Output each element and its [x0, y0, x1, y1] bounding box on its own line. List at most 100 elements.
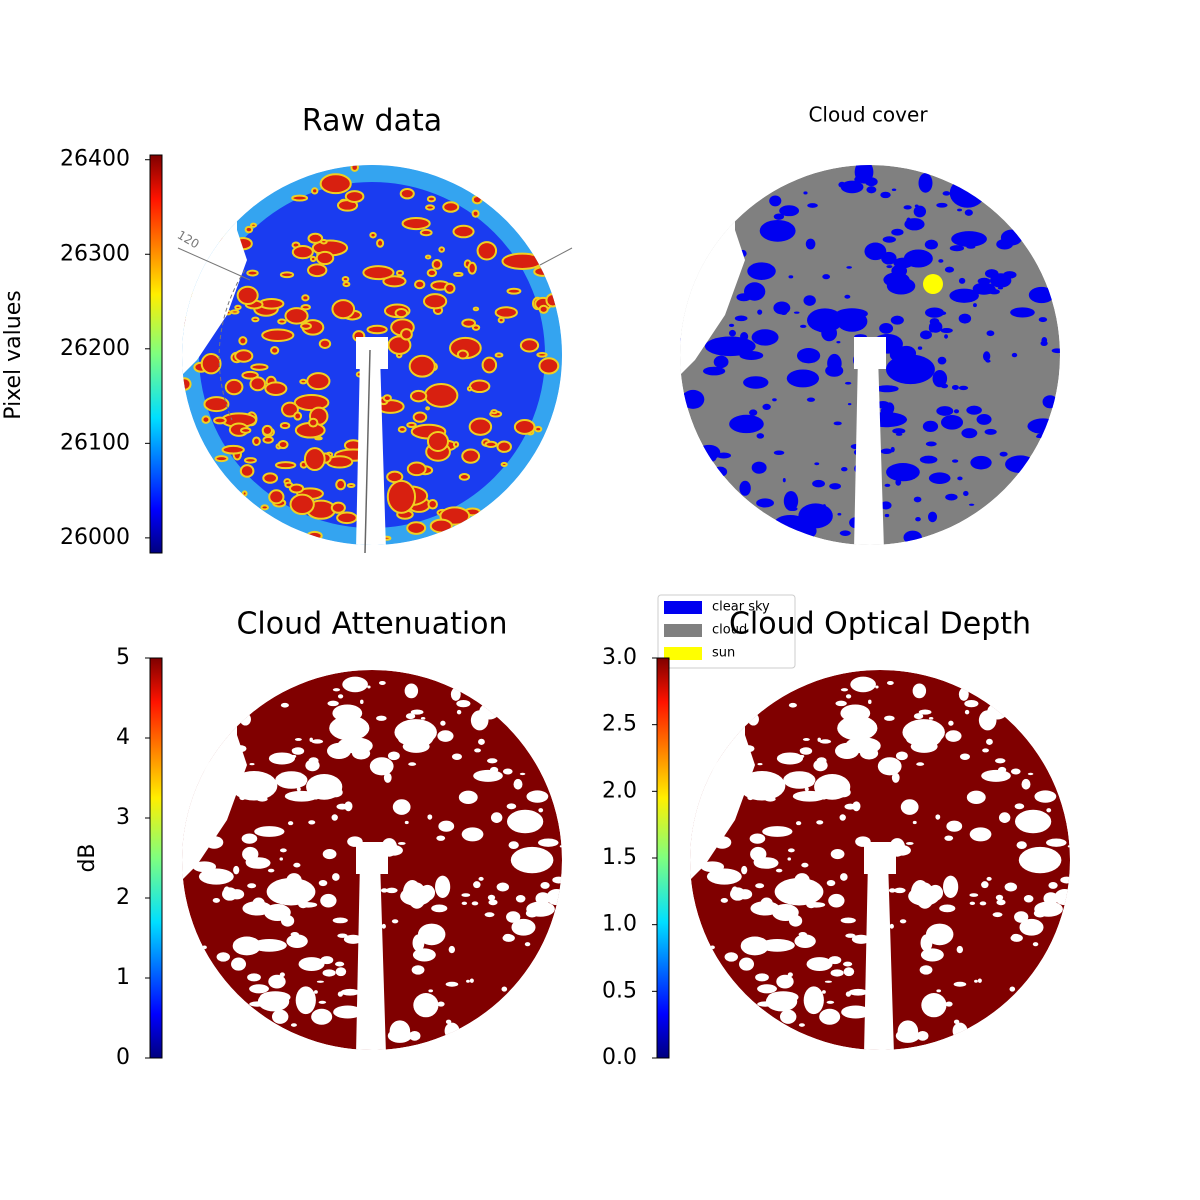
sky-blob [1027, 772, 1034, 776]
sky-blob [409, 389, 428, 403]
sky-blob [845, 991, 852, 997]
sky-blob [412, 948, 436, 962]
sky-blob [490, 409, 498, 415]
colorbar-tick-label: 2.0 [602, 778, 637, 803]
legend-label: clear sky [712, 600, 770, 615]
colorbar [149, 154, 163, 554]
sky-blob [456, 349, 469, 360]
sky-blob [471, 324, 481, 331]
sky-blob [762, 826, 793, 837]
sky-blob [484, 912, 495, 918]
sky-blob [787, 857, 791, 861]
sky-blob [524, 942, 531, 947]
sky-blob [481, 356, 498, 374]
sky-blob [889, 923, 894, 929]
sky-blob [412, 411, 428, 423]
sky-blob [367, 685, 371, 689]
sky-blob [298, 957, 325, 972]
sky-blob [327, 742, 352, 759]
panel-title: Raw data [302, 104, 442, 139]
sky-blob [985, 359, 991, 363]
sky-blob [936, 406, 954, 416]
sky-blob [444, 282, 456, 294]
sky-blob [1046, 838, 1067, 847]
sky-blob [1010, 768, 1021, 775]
sky-blob [1003, 271, 1017, 279]
sky-blob [390, 1035, 396, 1040]
sky-blob [787, 972, 793, 977]
sky-blob [331, 814, 338, 821]
colorbar-tick-label: 0.0 [602, 1045, 637, 1070]
sky-blob [238, 336, 248, 346]
sky-blob [835, 700, 847, 707]
sky-blob [308, 417, 319, 428]
sky-blob [683, 392, 690, 396]
sky-blob [919, 455, 938, 464]
sky-blob [928, 716, 934, 720]
sky-blob [813, 759, 828, 772]
sky-blob [860, 683, 869, 689]
sky-blob [327, 700, 339, 707]
sky-blob [202, 945, 207, 950]
sky-blob [448, 945, 456, 954]
sky-blob [287, 821, 294, 826]
sky-blob [552, 876, 562, 884]
sky-blob [812, 479, 825, 488]
sky-blob [917, 346, 923, 350]
sky-blob [839, 530, 851, 536]
sky-blob [961, 428, 978, 439]
sky-blob [915, 517, 921, 522]
sky-blob [847, 402, 852, 406]
sky-blob [981, 881, 989, 889]
sky-blob [501, 986, 508, 992]
colorbar-tick-label: 2.5 [602, 712, 637, 737]
sky-blob [900, 799, 919, 815]
sky-blob [945, 493, 958, 501]
sky-blob [277, 439, 289, 450]
sky-blob [928, 320, 943, 333]
sky-blob [533, 266, 552, 277]
sky-blob [864, 242, 887, 261]
sky-blob [425, 204, 435, 211]
sky-blob [843, 967, 855, 977]
sky-blob [271, 1009, 289, 1024]
sky-blob [814, 462, 820, 466]
sky-blob [949, 288, 979, 303]
sky-blob [337, 991, 344, 997]
sky-blob [704, 336, 756, 357]
sky-blob [280, 401, 299, 418]
colorbar-tick-label: 1.0 [602, 912, 637, 937]
sky-blob [320, 893, 337, 908]
sky-blob [1034, 790, 1057, 803]
sky-blob [295, 986, 316, 1015]
sky-blob [945, 1001, 953, 1007]
sky-blob [755, 973, 769, 982]
sky-blob [837, 512, 842, 516]
guide-line [177, 247, 251, 281]
sky-blob [519, 338, 540, 353]
sky-blob [966, 405, 982, 415]
sky-blob [435, 875, 451, 899]
sky-blob [819, 1008, 841, 1025]
sky-blob [496, 882, 510, 892]
sky-blob [935, 814, 941, 820]
sky-blob [1010, 934, 1023, 942]
sky-blob [335, 478, 347, 491]
sky-blob [466, 386, 473, 392]
sky-blob [247, 883, 257, 889]
sky-blob [288, 483, 305, 494]
sky-blob [986, 738, 993, 745]
sky-blob [387, 335, 412, 355]
sky-blob [995, 758, 1006, 764]
sky-blob [987, 703, 1008, 720]
sky-blob [540, 881, 550, 889]
sky-blob [817, 737, 821, 742]
sky-blob [307, 232, 324, 244]
sky-blob [986, 330, 995, 337]
sky-blob [322, 848, 337, 860]
sky-blob [511, 918, 536, 936]
sky-blob [469, 978, 474, 983]
sky-blob [952, 1022, 968, 1040]
sky-blob [841, 467, 848, 472]
